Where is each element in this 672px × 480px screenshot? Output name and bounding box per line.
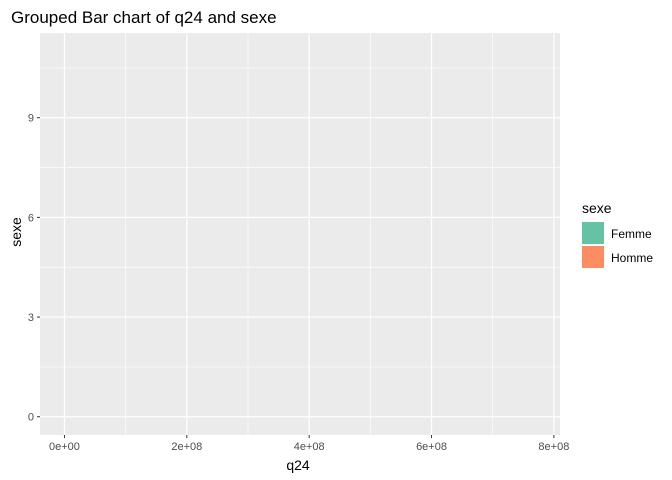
y-tick-label: 3 <box>28 312 34 324</box>
y-tick-label: 0 <box>28 412 34 424</box>
y-axis-ticks: 0 3 6 9 <box>28 113 40 424</box>
y-tick-label: 6 <box>28 212 34 224</box>
x-tick-label: 8e+08 <box>538 441 569 453</box>
chart-title: Grouped Bar chart of q24 and sexe <box>11 8 277 27</box>
x-axis-title: q24 <box>286 457 310 473</box>
x-axis-ticks: 0e+00 2e+08 4e+08 6e+08 8e+08 <box>49 435 569 453</box>
y-tick-label: 9 <box>28 113 34 125</box>
legend-label-femme: Femme <box>611 227 652 241</box>
major-gridlines <box>40 33 560 435</box>
minor-gridlines <box>40 33 560 435</box>
legend-swatch-homme <box>582 246 604 268</box>
legend: sexe Femme Homme <box>582 200 653 268</box>
y-axis-title: sexe <box>8 217 24 247</box>
legend-label-homme: Homme <box>611 251 653 265</box>
plot-panel <box>40 33 560 435</box>
legend-title: sexe <box>582 200 612 216</box>
legend-swatch-femme <box>582 222 604 244</box>
x-tick-label: 2e+08 <box>171 441 202 453</box>
x-tick-label: 0e+00 <box>49 441 80 453</box>
x-tick-label: 4e+08 <box>294 441 325 453</box>
x-tick-label: 6e+08 <box>416 441 447 453</box>
